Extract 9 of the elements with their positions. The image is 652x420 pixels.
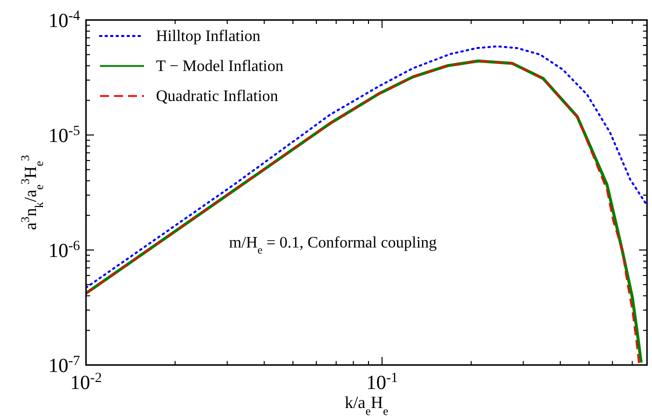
y-tick-label: 10$^{-4}$ <box>48 8 80 32</box>
x-tick-label: 10$^{-1}$ <box>366 370 398 394</box>
y-tick-label: 10$^{-5}$ <box>48 124 80 147</box>
legend-label: T − Model Inflation <box>156 58 284 75</box>
x-axis-title: k/a$_{e}$H$_{e}$ <box>344 393 388 418</box>
annotation: m/H$_{e}$ = 0.1, Conformal coupling <box>229 234 437 257</box>
legend-label: Quadratic Inflation <box>156 88 278 105</box>
legend-label: Hilltop Inflation <box>156 28 260 45</box>
y-tick-label: 10$^{-6}$ <box>48 238 80 262</box>
